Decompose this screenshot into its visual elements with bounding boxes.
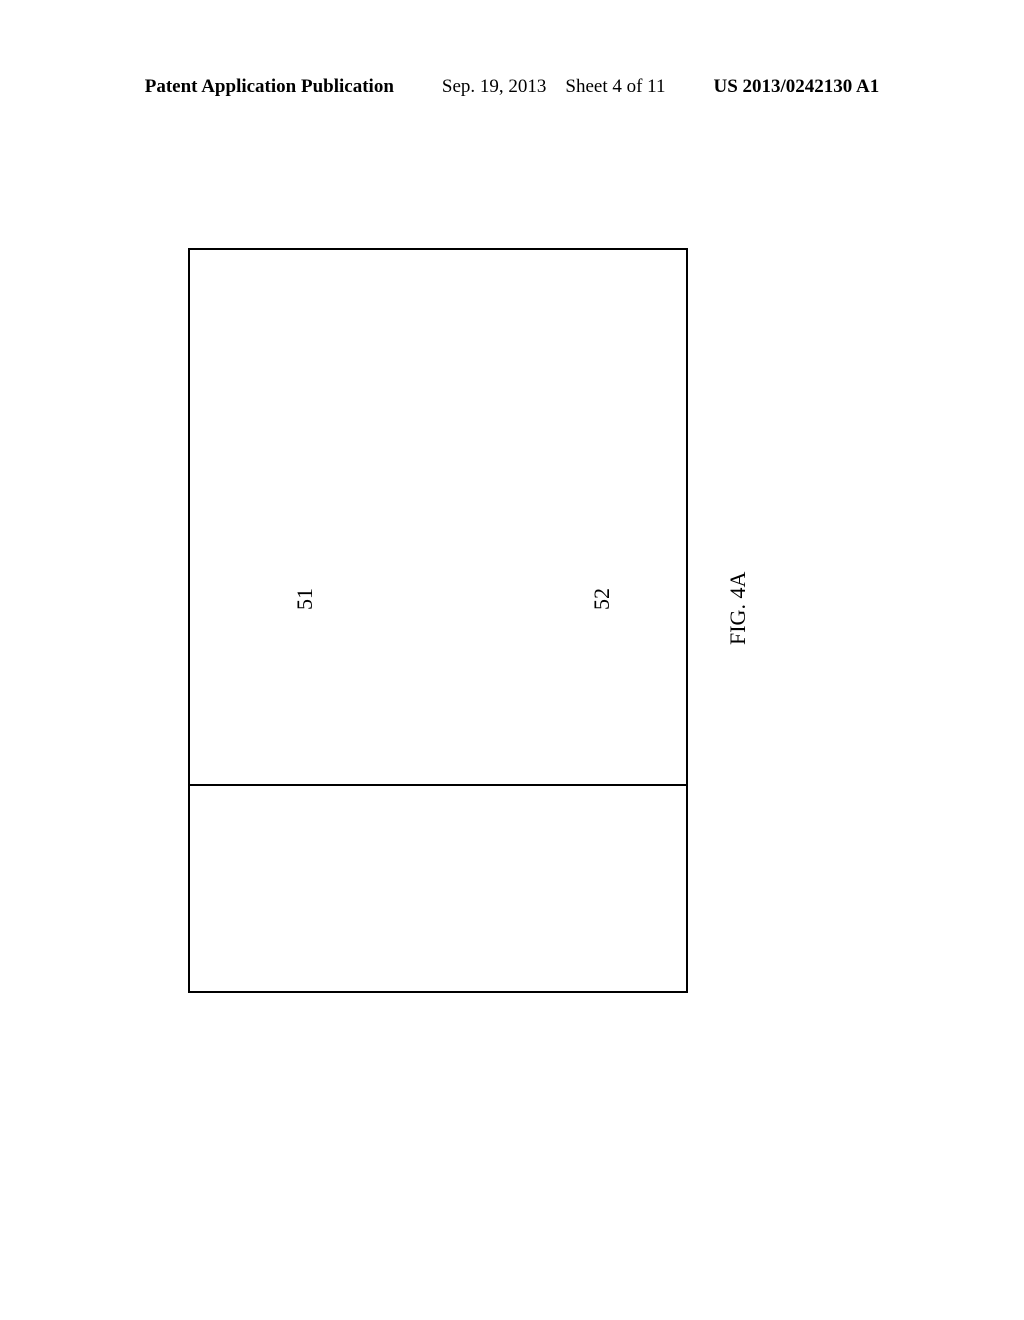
figure-4a bbox=[188, 248, 688, 993]
figure-caption: FIG. 4A bbox=[725, 572, 751, 645]
header-left: Patent Application Publication bbox=[145, 76, 394, 98]
diagram-outer-box bbox=[188, 248, 688, 993]
header-sheet: Sheet 4 of 11 bbox=[565, 76, 665, 97]
diagram-divider bbox=[188, 784, 688, 786]
header-right: US 2013/0242130 A1 bbox=[713, 76, 879, 98]
region-label-51: 51 bbox=[292, 588, 318, 610]
header-date: Sep. 19, 2013 bbox=[442, 76, 547, 97]
page-header: Patent Application Publication Sep. 19, … bbox=[0, 76, 1024, 98]
region-label-52: 52 bbox=[589, 588, 615, 610]
header-center: Sep. 19, 2013 Sheet 4 of 11 bbox=[442, 76, 666, 98]
page: Patent Application Publication Sep. 19, … bbox=[0, 0, 1024, 1320]
